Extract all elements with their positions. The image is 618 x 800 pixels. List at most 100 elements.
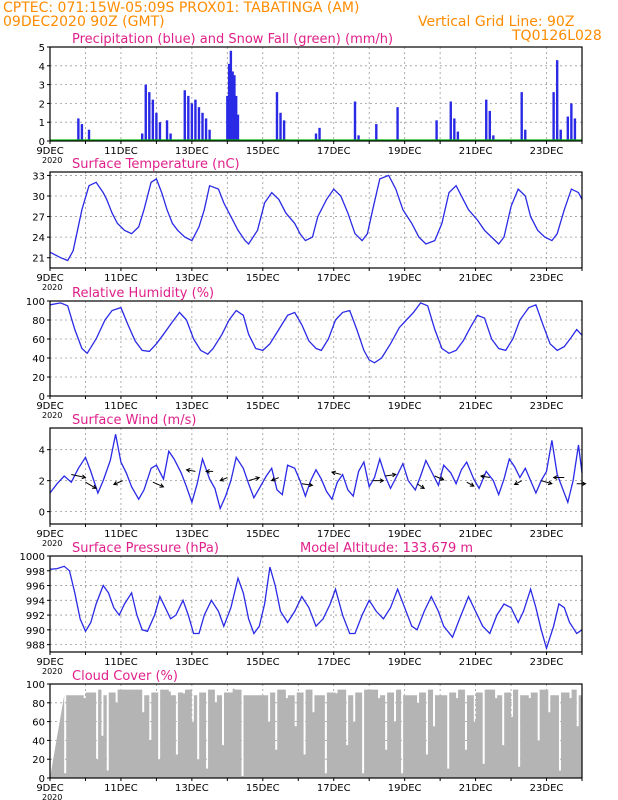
precip-bar [235,95,238,141]
x-tick-label: 17DEC [317,783,351,794]
y-tick-label: 994 [26,596,45,607]
x-tick-label: 21DEC [459,657,493,668]
x-tick-label: 11DEC [104,529,138,540]
x-tick-label: 19DEC [388,657,422,668]
x-tick-label: 17DEC [317,401,351,412]
x-tick-label: 21DEC [459,401,493,412]
wind-arrow [301,482,314,488]
precip-bar [353,101,357,141]
precip-bar [187,95,190,141]
precip-bar [318,127,321,141]
year-label: 2020 [42,539,62,548]
precip-bar [197,107,201,141]
x-tick-label: 13DEC [175,657,209,668]
y-tick-label: 60 [32,335,45,346]
precip-bar [77,118,80,141]
pressure-line [49,565,583,651]
precip-bar [282,120,286,141]
precip-bar [314,133,318,141]
x-tick-label: 19DEC [388,783,422,794]
x-tick-label: 15DEC [246,273,280,284]
header-run-time: 09DEC2020 90Z (GMT) [3,14,165,30]
precip-bar [158,122,162,141]
panel-frame [49,171,583,269]
wind-arrow [576,481,587,487]
precip-bar [566,116,570,141]
x-tick-label: 13DEC [175,401,209,412]
y-tick-label: 2 [39,477,45,488]
wind-arrow [152,481,165,488]
wind-arrow [85,481,98,489]
y-tick-label: 100 [26,297,45,308]
x-tick-label: 9DEC [36,273,63,284]
wind-arrow [416,483,426,489]
wind-arrow [372,478,385,484]
y-tick-label: 992 [26,611,45,622]
x-tick-label: 19DEC [388,273,422,284]
precip-bar [151,99,155,141]
precip-bar [231,71,234,141]
wind-arrow [219,477,228,482]
x-tick-label: 9DEC [36,146,63,157]
year-label: 2020 [42,667,62,676]
precip-bar [148,92,151,141]
precip-bar [183,90,186,141]
panel-frame [49,555,583,653]
panel-frame [49,427,583,525]
precip-bar [87,129,91,141]
y-tick-label: 80 [32,699,45,710]
wind-arrow [479,474,490,479]
wind-arrow [541,480,553,486]
precip-bar [520,92,523,141]
panel-cloud-cover: 0 20 40 60 80 100 9DEC 11DEC 13DEC 15DEC 17DEC 19DE… [26,669,583,800]
y-tick-label: 24 [32,233,45,244]
y-tick-label: 40 [32,736,45,747]
precip-bar [435,120,438,141]
y-tick-label: 33 [32,171,45,182]
precip-bar [555,60,559,141]
panel-temperature: 21 24 27 30 33 9DEC 11DEC 13DEC 15DEC 17DEC 19DEC 2… [32,157,583,292]
precip-bar [488,110,491,141]
precip-bar [201,112,204,141]
x-tick-label: 9DEC [36,529,63,540]
panel-frame [49,300,583,397]
header-code: TQ0126L028 [512,28,602,44]
wind-line [49,434,583,511]
y-tick-label: 21 [32,254,45,265]
x-tick-label: 9DEC [36,401,63,412]
y-tick-label: 20 [32,373,45,384]
y-tick-label: 0 [39,392,45,403]
precip-bar [573,118,577,141]
wind-arrow [434,475,445,481]
precip-bar [375,124,378,141]
panel-frame [49,46,583,142]
precip-bar [144,84,147,141]
x-tick-label: 13DEC [175,783,209,794]
x-tick-label: 15DEC [246,657,280,668]
panel-title: Surface Wind (m/s) [72,413,196,428]
x-tick-label: 11DEC [104,146,138,157]
precip-bar [453,118,456,141]
cloud-cover-area [50,688,582,778]
wind-arrow [513,480,522,486]
precip-bar [449,101,452,141]
x-tick-label: 11DEC [104,401,138,412]
y-tick-label: 0 [39,508,45,519]
y-tick-label: 2 [39,99,45,110]
x-tick-label: 9DEC [36,783,63,794]
y-tick-label: 27 [32,213,45,224]
x-tick-label: 11DEC [104,783,138,794]
panel-wind: 0 2 4 9DEC 11DEC 13DEC 15DEC 17DEC 19DEC 21DEC 23D… [36,413,587,548]
panel-title: Precipitation (blue) and Snow Fall (gree… [72,32,393,47]
year-label: 2020 [42,156,62,165]
precip-bar [190,103,194,141]
precip-bar [229,50,233,142]
x-tick-label: 13DEC [175,529,209,540]
x-tick-label: 19DEC [388,401,422,412]
precip-bar [227,63,231,141]
model-altitude: Model Altitude: 133.679 m [300,541,473,556]
x-tick-label: 11DEC [104,273,138,284]
wind-arrow [270,477,279,482]
y-tick-label: 80 [32,316,45,327]
